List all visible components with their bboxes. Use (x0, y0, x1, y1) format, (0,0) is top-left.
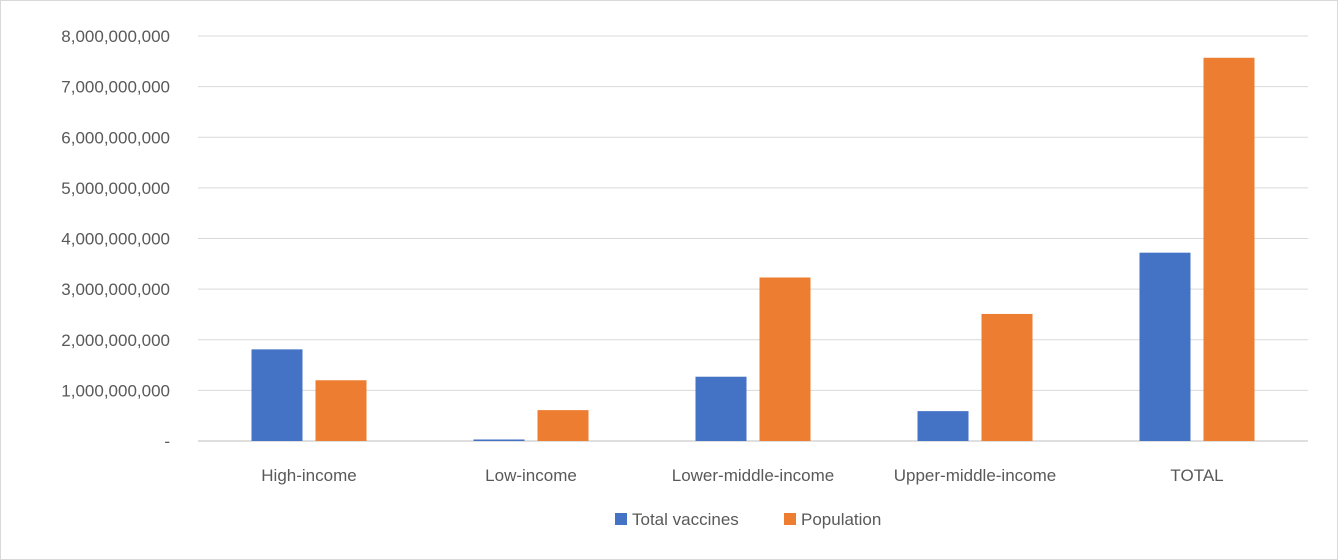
bar-total-vaccines-high-income (251, 349, 303, 441)
x-axis: High-income Low-income Lower-middle-income… (261, 466, 1223, 485)
y-axis-tick-labels: - 1,000,000,000 2,000,000,000 3,000,000,000… (61, 27, 170, 451)
bar-population-high-income (315, 380, 367, 441)
bar-population-upper-middle-income (981, 313, 1033, 441)
x-category-label: Lower-middle-income (672, 466, 835, 485)
legend-swatch (784, 513, 796, 525)
bars (251, 57, 1255, 442)
y-tick-label: 6,000,000,000 (61, 128, 170, 147)
gridlines (198, 35, 1308, 442)
bar-population-low-income (537, 410, 589, 441)
y-tick-label: 8,000,000,000 (61, 27, 170, 46)
y-tick-label: 3,000,000,000 (61, 280, 170, 299)
y-tick-label: 2,000,000,000 (61, 331, 170, 350)
y-tick-label: 1,000,000,000 (61, 381, 170, 400)
legend-label: Total vaccines (632, 510, 739, 529)
bar-total-vaccines-upper-middle-income (917, 411, 969, 441)
bar-total-vaccines-total (1139, 252, 1191, 441)
bar-total-vaccines-lower-middle-income (695, 376, 747, 441)
y-tick-label: 5,000,000,000 (61, 179, 170, 198)
x-category-label: Upper-middle-income (894, 466, 1057, 485)
legend-label: Population (801, 510, 881, 529)
legend-swatch (615, 513, 627, 525)
x-category-label: Low-income (485, 466, 577, 485)
x-category-label: High-income (261, 466, 356, 485)
legend: Total vaccines Population (615, 510, 881, 529)
y-tick-label: 4,000,000,000 (61, 230, 170, 249)
bar-population-lower-middle-income (759, 277, 811, 441)
bar-total-vaccines-low-income (473, 439, 525, 441)
x-category-label: TOTAL (1170, 466, 1223, 485)
y-tick-label: 7,000,000,000 (61, 78, 170, 97)
bar-population-total (1203, 57, 1255, 442)
y-tick-label: - (164, 432, 170, 451)
